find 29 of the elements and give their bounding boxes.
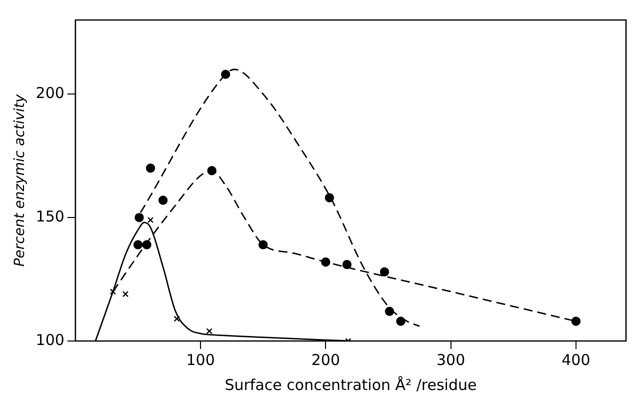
y-tick-label: 150	[36, 207, 64, 226]
point	[174, 316, 180, 322]
x-tick-label: 300	[436, 350, 466, 369]
point	[147, 216, 154, 224]
point	[134, 212, 144, 222]
y-tick-label: 200	[36, 84, 64, 102]
point	[158, 196, 168, 205]
point	[342, 260, 352, 270]
point	[321, 257, 330, 267]
point	[110, 288, 116, 295]
point	[207, 166, 216, 176]
point	[380, 267, 390, 276]
point	[122, 291, 129, 298]
point	[220, 70, 230, 79]
x-axis-title: Surface concentration Å² /residue	[224, 376, 477, 394]
point	[258, 240, 268, 250]
point	[396, 316, 406, 326]
point	[146, 164, 156, 173]
y-tick-label: 100	[36, 330, 64, 349]
x-tick-label: 200	[311, 350, 340, 369]
x-tick-label: 100	[186, 350, 215, 369]
point	[142, 240, 152, 250]
x-tick-label: 400	[562, 350, 590, 369]
point	[384, 306, 394, 316]
point	[571, 316, 581, 326]
point	[324, 193, 334, 202]
point	[133, 240, 143, 250]
y-axis-title: Percent enzymic activity	[12, 94, 28, 267]
point	[206, 328, 212, 334]
